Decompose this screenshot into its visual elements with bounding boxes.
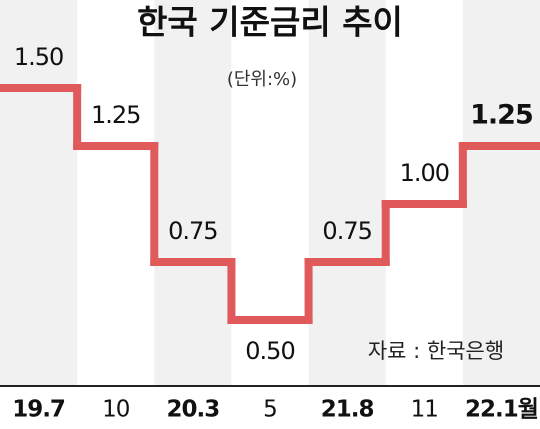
- x-tick-label: 22.1월: [465, 397, 538, 423]
- x-tick-label: 11: [411, 397, 438, 423]
- value-label: 1.50: [14, 43, 63, 71]
- x-tick-label: 21.8: [321, 397, 374, 423]
- stripe: [462, 0, 540, 385]
- x-tick-label: 19.7: [12, 397, 65, 423]
- stripe: [308, 0, 386, 385]
- source-note: 자료 : 한국은행: [368, 339, 504, 363]
- value-label: 1.25: [470, 100, 533, 131]
- stripe: [154, 0, 232, 385]
- x-tick-label: 20.3: [166, 397, 219, 423]
- value-label: 0.75: [322, 217, 371, 245]
- chart-subtitle: (단위:%): [227, 69, 297, 90]
- x-tick-label: 5: [263, 397, 277, 423]
- value-label: 0.75: [168, 217, 217, 245]
- value-label: 1.25: [91, 101, 140, 129]
- value-label: 1.00: [400, 159, 449, 187]
- background-stripes: [0, 0, 540, 385]
- chart-title: 한국 기준금리 추이: [137, 3, 403, 42]
- x-tick-label: 10: [102, 397, 130, 423]
- stripe: [0, 0, 78, 385]
- value-label: 0.50: [245, 337, 294, 365]
